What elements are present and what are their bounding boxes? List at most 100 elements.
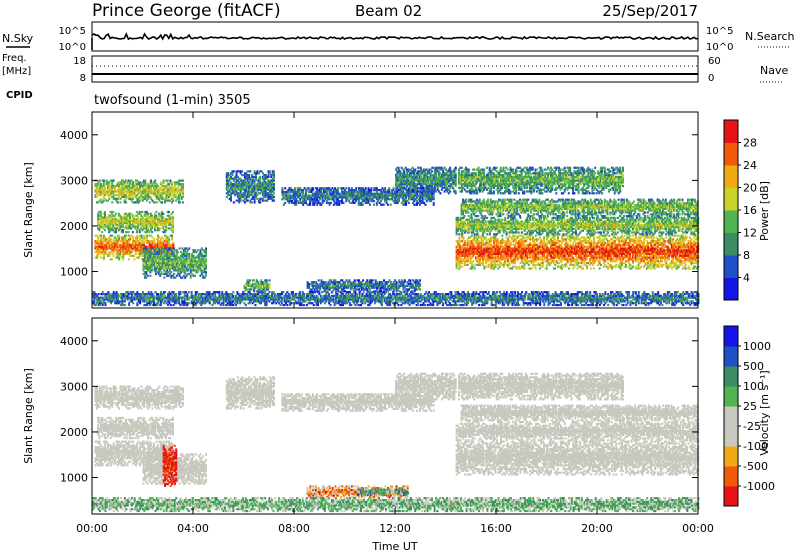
heatmap-cell — [455, 180, 457, 182]
heatmap-cell — [273, 196, 275, 198]
heatmap-cell — [312, 187, 314, 189]
heatmap-cell — [472, 260, 474, 262]
heatmap-cell — [402, 187, 404, 189]
heatmap-cell — [104, 211, 106, 213]
heatmap-cell — [455, 172, 457, 174]
heatmap-cell — [284, 202, 286, 204]
heatmap-cell — [439, 192, 441, 194]
heatmap-cell — [122, 255, 124, 257]
heatmap-cell — [412, 187, 414, 189]
heatmap-cell — [273, 192, 275, 194]
heatmap-cell — [197, 249, 199, 251]
heatmap-cell — [188, 255, 190, 257]
heatmap-cell — [154, 180, 156, 182]
heatmap-cell — [111, 258, 113, 260]
nsky-tick-low: 10^0 — [59, 42, 86, 53]
heatmap-cell — [129, 215, 131, 217]
heatmap-cell — [172, 211, 174, 213]
heatmap-cell — [514, 262, 516, 264]
power-heatmap — [92, 167, 700, 306]
heatmap-cell — [558, 262, 560, 264]
heatmap-cell — [370, 187, 372, 189]
heatmap-cell — [273, 183, 275, 185]
heatmap-cell — [449, 190, 451, 192]
heatmap-cell — [187, 269, 189, 271]
heatmap-cell — [182, 183, 184, 185]
heatmap-cell — [586, 266, 588, 268]
heatmap-cell — [205, 247, 207, 249]
heatmap-cell — [170, 271, 172, 273]
heatmap-cell — [104, 187, 106, 189]
heatmap-cell — [368, 200, 370, 202]
heatmap-cell — [458, 236, 460, 238]
nsearch-label: N.Search — [745, 30, 795, 43]
nave-label: Nave — [760, 64, 788, 77]
heatmap-cell — [177, 251, 179, 253]
heatmap-cell — [456, 246, 458, 248]
heatmap-cell — [362, 204, 364, 206]
heatmap-cell — [97, 255, 99, 257]
heatmap-cell — [167, 180, 169, 182]
heatmap-cell — [396, 190, 398, 192]
heatmap-cell — [147, 247, 149, 249]
heatmap-cell — [136, 231, 138, 233]
heatmap-cell — [114, 236, 116, 238]
freq-tick-high: 18 — [73, 56, 86, 67]
heatmap-cell — [490, 244, 492, 246]
heatmap-cell — [153, 238, 155, 240]
nsearch-tick-high: 10^5 — [706, 26, 733, 37]
heatmap-cell — [490, 238, 492, 240]
heatmap-cell — [259, 176, 261, 178]
heatmap-cell — [157, 185, 159, 187]
heatmap-cell — [386, 200, 388, 202]
heatmap-cell — [151, 231, 153, 233]
heatmap-cell — [449, 167, 451, 169]
heatmap-cell — [355, 187, 357, 189]
heatmap-cell — [581, 255, 583, 257]
heatmap-cell — [156, 201, 158, 203]
heatmap-cell — [139, 255, 141, 257]
heatmap-cell — [535, 267, 537, 269]
heatmap-cell — [508, 262, 510, 264]
heatmap-cell — [125, 213, 127, 215]
heatmap-cell — [230, 196, 232, 198]
nsky-label: N.Sky — [2, 32, 34, 45]
heatmap-cell — [593, 262, 595, 264]
cpid-value: twofsound (1-min) 3505 — [94, 93, 251, 108]
heatmap-cell — [536, 244, 538, 246]
heatmap-cell — [132, 231, 134, 233]
heatmap-cell — [150, 180, 152, 182]
heatmap-cell — [388, 187, 390, 189]
heatmap-cell — [590, 267, 592, 269]
heatmap-cell — [161, 271, 163, 273]
heatmap-cell — [497, 238, 499, 240]
heatmap-cell — [524, 267, 526, 269]
heatmap-cell — [508, 235, 510, 237]
heatmap-cell — [506, 236, 508, 238]
heatmap-cell — [393, 187, 395, 189]
heatmap-cell — [455, 190, 457, 192]
heatmap-cell — [539, 236, 541, 238]
heatmap-cell — [151, 247, 153, 249]
heatmap-cell — [118, 213, 120, 215]
heatmap-cell — [144, 255, 146, 257]
heatmap-cell — [226, 196, 228, 198]
heatmap-cell — [205, 271, 207, 273]
heatmap-cell — [583, 236, 585, 238]
heatmap-cell — [542, 262, 544, 264]
heatmap-cell — [273, 180, 275, 182]
heatmap-cell — [472, 264, 474, 266]
heatmap-cell — [567, 262, 569, 264]
heatmap-cell — [373, 204, 375, 206]
heatmap-cell — [433, 202, 435, 204]
heatmap-cell — [146, 231, 148, 233]
heatmap-cell — [254, 170, 256, 172]
heatmap-cell — [125, 235, 127, 237]
heatmap-cell — [163, 277, 165, 279]
heatmap-cell — [524, 244, 526, 246]
heatmap-cell — [538, 238, 540, 240]
heatmap-cell — [231, 172, 233, 174]
heatmap-cell — [399, 170, 401, 172]
heatmap-cell — [387, 204, 389, 206]
heatmap-cell — [133, 258, 135, 260]
